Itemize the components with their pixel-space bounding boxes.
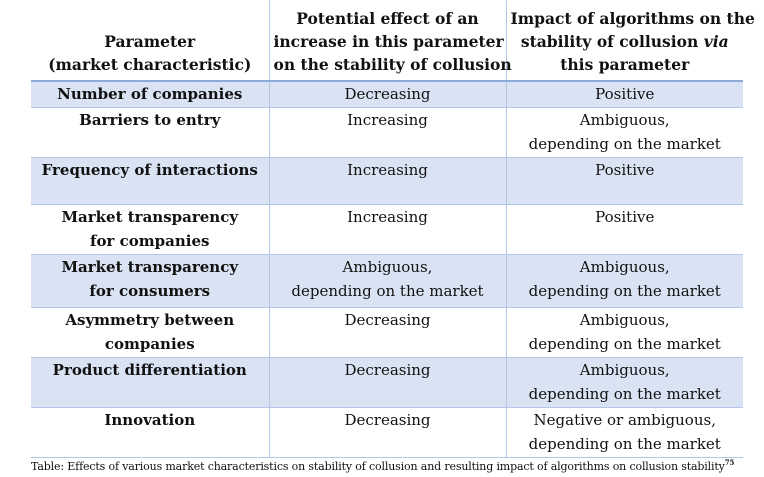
cell-impact: Ambiguous, depending on the market [505,107,743,158]
table-row: Barriers to entry Increasing Ambiguous, dep… [31,107,743,158]
cell-impact: Ambiguous, depending on the market [505,307,743,358]
cell-effect: Ambiguous, depending on the market [268,254,506,308]
header-potential-effect: Potential effect of an increase in this … [268,0,512,81]
cell-effect: Decreasing [268,407,506,458]
table-row: Frequency of interactions Increasing Posit… [31,157,743,205]
cell-impact: Ambiguous, depending on the market [505,357,743,408]
cell-param: Product differentiation [52,361,247,379]
cell-impact: Positive [505,157,743,205]
header-impact-of-algorithms: Impact of algorithms on the stability of… [505,0,755,81]
cell-param: Barriers to entry [79,111,221,129]
effects-table: Parameter (market characteristic) Potent… [31,0,755,458]
cell-param: Market transparency for consumers [61,258,239,300]
cell-effect: Decreasing [268,307,506,358]
cell-effect: Decreasing [268,357,506,408]
cell-impact: Positive [505,81,743,108]
cell-param: Number of companies [57,85,243,103]
table-row: Number of companies Decreasing Positive [31,81,743,108]
cell-param: Asymmetry between companies [65,311,235,353]
cell-effect: Increasing [268,157,506,205]
table-row: Innovation Decreasing Negative or ambiguou… [31,407,743,458]
effects-table-container: Parameter (market characteristic) Potent… [31,0,755,458]
table-row: Product differentiation Decreasing Ambiguo… [31,357,743,408]
table-row: Market transparency for companies Increasi… [31,204,743,255]
header-parameter: Parameter (market characteristic) [48,32,252,74]
header-row: Parameter (market characteristic) Potent… [31,0,755,81]
cell-effect: Increasing [268,204,506,255]
cell-param: Frequency of interactions [41,161,258,179]
table-body: Number of companies Decreasing Positive Bar… [31,81,743,458]
cell-impact: Ambiguous, depending on the market [505,254,743,308]
footnote-marker: 75 [724,458,735,467]
cell-param: Market transparency for companies [61,208,239,250]
cell-param: Innovation [104,411,196,429]
cell-impact: Positive [505,204,743,255]
table-row: Asymmetry between companies Decreasing Ambi… [31,307,743,358]
table-row: Market transparency for consumers Ambiguou… [31,254,743,308]
cell-impact: Negative or ambiguous, depending on the m… [505,407,743,458]
table-caption: Table: Effects of various market charact… [31,458,735,473]
cell-effect: Increasing [268,107,506,158]
cell-effect: Decreasing [268,81,506,108]
